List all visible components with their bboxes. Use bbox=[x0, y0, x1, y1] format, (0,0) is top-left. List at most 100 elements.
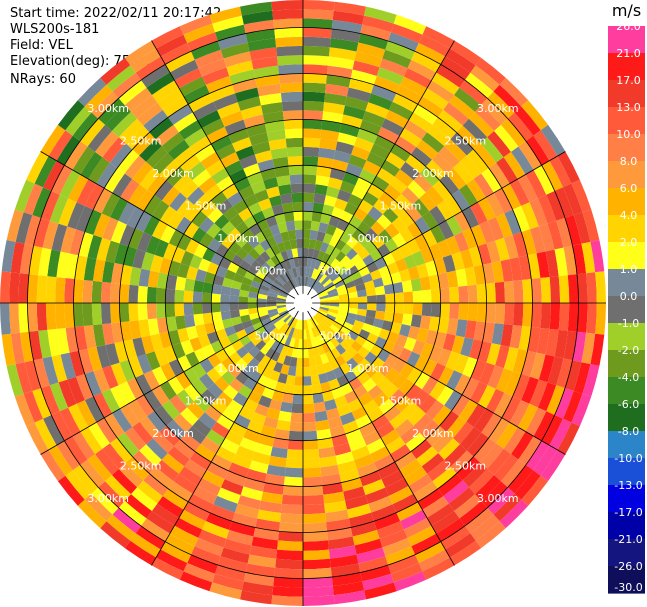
velocity-gate bbox=[487, 131, 511, 158]
velocity-gate bbox=[464, 507, 494, 534]
velocity-gate bbox=[459, 80, 488, 106]
velocity-gate bbox=[215, 143, 236, 160]
velocity-gate bbox=[257, 434, 275, 447]
colorbar-swatch bbox=[608, 296, 645, 324]
velocity-gate bbox=[385, 110, 409, 129]
velocity-gate bbox=[319, 304, 330, 309]
velocity-gate bbox=[191, 362, 207, 379]
velocity-gate bbox=[64, 141, 88, 170]
velocity-gate bbox=[373, 512, 401, 530]
velocity-gate bbox=[358, 329, 371, 340]
velocity-gate bbox=[390, 247, 404, 262]
velocity-gate bbox=[390, 271, 402, 284]
velocity-gate bbox=[325, 509, 349, 523]
colorbar-swatch bbox=[608, 458, 645, 486]
velocity-gate bbox=[419, 419, 440, 440]
velocity-gate bbox=[220, 547, 250, 564]
nrays-label: NRays: 60 bbox=[10, 72, 76, 87]
velocity-gate bbox=[1, 240, 16, 273]
velocity-gate bbox=[322, 111, 344, 124]
velocity-gate bbox=[112, 72, 142, 99]
velocity-gate bbox=[33, 358, 50, 389]
velocity-gate bbox=[267, 308, 278, 315]
velocity-gate bbox=[87, 124, 112, 152]
velocity-gate bbox=[473, 437, 497, 463]
ring-label: 2.50km bbox=[120, 135, 162, 148]
velocity-gate bbox=[350, 521, 377, 537]
velocity-gate bbox=[384, 238, 399, 253]
velocity-gate bbox=[120, 178, 140, 202]
velocity-gate bbox=[314, 355, 323, 366]
velocity-gate bbox=[549, 418, 572, 450]
velocity-gate bbox=[261, 491, 283, 504]
velocity-gate bbox=[225, 430, 244, 446]
velocity-gate bbox=[454, 354, 469, 374]
velocity-gate bbox=[139, 139, 162, 162]
velocity-gate bbox=[473, 143, 497, 169]
velocity-gate bbox=[454, 494, 482, 519]
velocity-gate bbox=[192, 485, 218, 505]
velocity-gate bbox=[437, 317, 450, 334]
velocity-gate bbox=[316, 324, 325, 335]
velocity-gate bbox=[290, 183, 303, 194]
velocity-gate bbox=[200, 436, 221, 455]
velocity-gate bbox=[276, 303, 287, 306]
velocity-gate bbox=[462, 356, 478, 378]
velocity-gate bbox=[60, 226, 76, 254]
colorbar-tick-label: -1.0 bbox=[618, 317, 639, 330]
velocity-gate bbox=[80, 118, 106, 147]
velocity-gate bbox=[364, 280, 375, 290]
velocity-gate bbox=[280, 193, 293, 205]
velocity-gate bbox=[156, 549, 188, 572]
velocity-gate bbox=[276, 241, 286, 253]
velocity-gate bbox=[198, 58, 227, 77]
velocity-gate bbox=[311, 327, 318, 338]
velocity-gate bbox=[278, 322, 288, 333]
velocity-gate bbox=[145, 351, 161, 371]
velocity-gate bbox=[494, 124, 519, 152]
velocity-gate bbox=[495, 213, 513, 238]
velocity-gate bbox=[303, 421, 317, 432]
velocity-gate bbox=[370, 221, 385, 236]
velocity-gate bbox=[240, 105, 263, 120]
velocity-gate bbox=[557, 151, 580, 184]
velocity-gate bbox=[186, 161, 206, 181]
velocity-gate bbox=[303, 376, 312, 386]
velocity-gate bbox=[310, 258, 318, 269]
velocity-gate bbox=[438, 438, 460, 460]
velocity-gate bbox=[168, 260, 181, 277]
velocity-gate bbox=[292, 202, 303, 212]
velocity-gate bbox=[223, 538, 252, 555]
velocity-gate bbox=[358, 392, 374, 407]
velocity-gate bbox=[382, 207, 399, 224]
velocity-gate bbox=[159, 331, 172, 349]
velocity-gate bbox=[323, 102, 345, 115]
velocity-gate bbox=[110, 385, 129, 409]
velocity-gate bbox=[274, 166, 290, 178]
velocity-gate bbox=[257, 159, 275, 172]
velocity-gate bbox=[345, 495, 369, 510]
velocity-gate bbox=[386, 261, 400, 275]
velocity-gate bbox=[178, 466, 202, 486]
velocity-gate bbox=[385, 303, 395, 313]
velocity-gate bbox=[303, 165, 318, 176]
velocity-gate bbox=[453, 421, 474, 445]
velocity-gate bbox=[339, 412, 356, 426]
velocity-gate bbox=[509, 179, 530, 206]
velocity-gate bbox=[303, 558, 331, 570]
velocity-gate bbox=[458, 303, 469, 321]
velocity-gate bbox=[306, 277, 312, 287]
velocity-gate bbox=[261, 366, 274, 379]
velocity-gate bbox=[67, 202, 85, 230]
velocity-gate bbox=[58, 379, 77, 408]
velocity-gate bbox=[128, 356, 144, 378]
velocity-gate bbox=[355, 177, 372, 192]
velocity-gate bbox=[358, 266, 371, 277]
velocity-gate bbox=[247, 297, 258, 303]
velocity-gate bbox=[261, 280, 272, 289]
velocity-gate bbox=[333, 442, 352, 456]
velocity-gate bbox=[350, 325, 362, 336]
velocity-gate bbox=[303, 348, 309, 359]
velocity-gate bbox=[289, 421, 303, 432]
velocity-gate bbox=[328, 291, 339, 298]
